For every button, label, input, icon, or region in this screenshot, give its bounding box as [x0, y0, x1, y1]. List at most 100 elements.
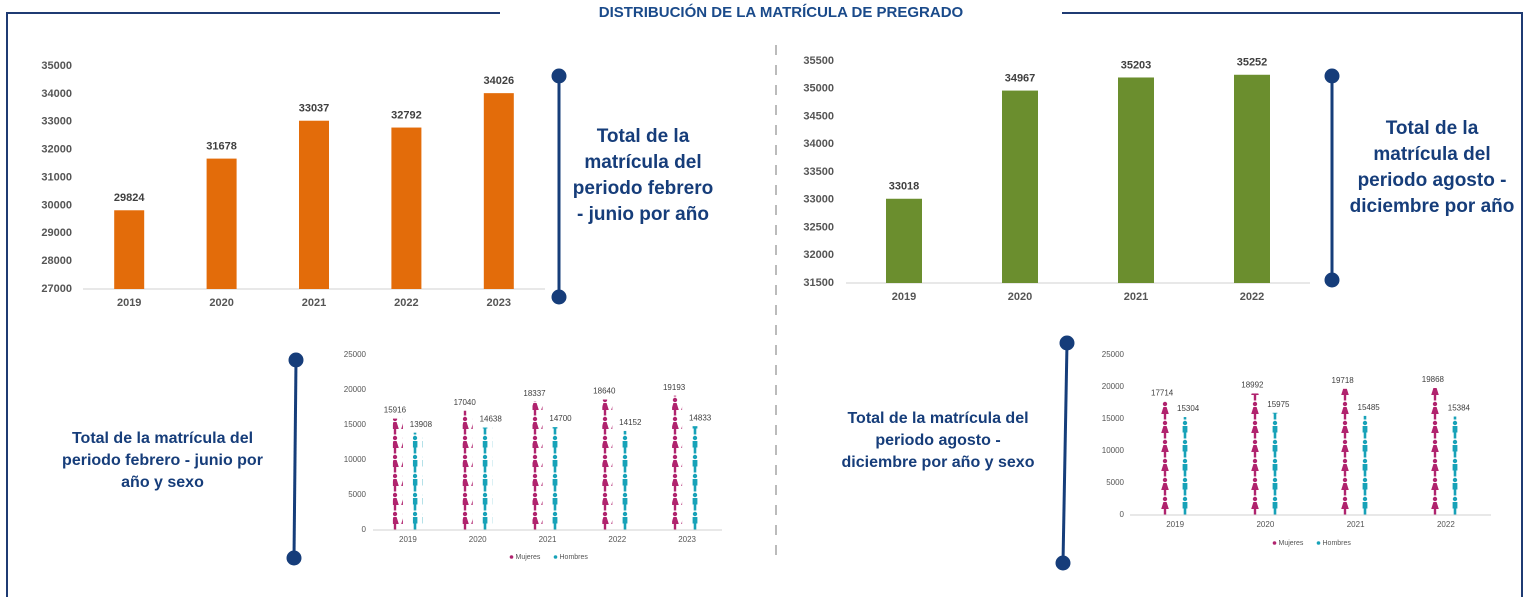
pictogram-bar: [1340, 388, 1351, 515]
y-tick-label: 15000: [1102, 414, 1125, 423]
data-label: 33018: [889, 181, 920, 193]
x-tick-label: 2020: [1256, 520, 1274, 529]
caption: Total de la matrícula del periodo agosto…: [841, 410, 1035, 471]
bar: [483, 93, 514, 289]
y-tick-label: 32000: [41, 144, 72, 156]
legend-label: Mujeres: [1279, 540, 1304, 547]
data-label: 14152: [619, 418, 642, 427]
x-tick-label: 2022: [394, 297, 418, 309]
y-tick-label: 25000: [1102, 350, 1125, 359]
legend-label: Hombres: [1323, 540, 1352, 547]
x-tick-label: 2022: [1437, 520, 1455, 529]
pictogram-bar: [1160, 401, 1171, 515]
y-tick-label: 27000: [41, 283, 72, 295]
data-label: 18640: [593, 387, 616, 396]
y-tick-label: 10000: [344, 455, 367, 464]
data-label: 15384: [1448, 404, 1471, 413]
pictogram-bar: [1450, 416, 1461, 515]
data-label: 14833: [689, 413, 712, 422]
y-tick-label: 25000: [344, 350, 367, 359]
x-tick-label: 2021: [302, 297, 326, 309]
pictogram-bar: [1360, 415, 1371, 515]
data-label: 34967: [1005, 72, 1036, 84]
pictogram-bar: [462, 410, 473, 530]
y-tick-label: 28000: [41, 255, 72, 267]
bar: [299, 120, 329, 289]
bar: [1002, 90, 1038, 283]
pictogram-bar: [482, 427, 493, 530]
x-tick-label: 2022: [608, 535, 626, 544]
data-label: 14638: [480, 415, 503, 424]
caption: Total de la matrícula del periodo febrer…: [62, 430, 263, 491]
legend-marker: [509, 555, 514, 559]
y-tick-label: 0: [362, 525, 367, 534]
data-label: 33037: [299, 103, 330, 115]
bar: [114, 210, 145, 289]
x-tick-label: 2019: [1166, 520, 1184, 529]
y-tick-label: 35000: [41, 60, 72, 72]
bar: [391, 127, 422, 289]
y-tick-label: 34000: [803, 138, 834, 150]
x-tick-label: 2021: [539, 535, 557, 544]
x-tick-label: 2023: [487, 297, 511, 309]
bar: [1118, 77, 1154, 284]
x-tick-label: 2020: [469, 535, 487, 544]
data-label: 15304: [1177, 404, 1200, 413]
data-label: 17714: [1151, 389, 1174, 398]
data-label: 15916: [384, 406, 407, 415]
y-tick-label: 32500: [803, 221, 834, 233]
pictogram-bar: [532, 401, 543, 530]
y-tick-label: 33000: [803, 194, 834, 206]
data-label: 19718: [1332, 376, 1355, 385]
y-tick-label: 20000: [1102, 382, 1125, 391]
pictogram-bar: [622, 430, 633, 530]
x-tick-label: 2020: [1008, 291, 1032, 303]
pictogram-bar: [412, 432, 423, 530]
bar: [1234, 74, 1270, 283]
legend-label: Mujeres: [516, 554, 541, 561]
pictogram-bar: [1180, 417, 1191, 515]
x-tick-label: 2023: [678, 535, 696, 544]
pictogram-bar: [392, 418, 403, 530]
y-tick-label: 32000: [803, 249, 834, 261]
y-tick-label: 34000: [41, 88, 72, 100]
y-tick-label: 35000: [803, 83, 834, 95]
y-tick-label: 15000: [344, 420, 367, 429]
data-label: 13908: [410, 420, 433, 429]
x-tick-label: 2019: [892, 291, 916, 303]
data-label: 15975: [1267, 400, 1290, 409]
legend-label: Hombres: [560, 554, 589, 561]
bar: [206, 158, 237, 289]
x-tick-label: 2021: [1124, 291, 1148, 303]
y-tick-label: 30000: [41, 199, 72, 211]
data-label: 32792: [391, 109, 422, 121]
pictogram-bar: [552, 427, 563, 530]
data-label: 19193: [663, 383, 686, 392]
y-tick-label: 0: [1120, 510, 1125, 519]
pictogram-bar: [672, 395, 683, 530]
y-tick-label: 31000: [41, 171, 72, 183]
data-label: 17040: [454, 398, 477, 407]
data-label: 31678: [206, 141, 237, 153]
frame: [6, 12, 1523, 597]
data-label: 15485: [1358, 403, 1381, 412]
pictogram-bar: [692, 426, 703, 530]
y-tick-label: 5000: [348, 490, 366, 499]
deco: [286, 68, 1340, 571]
data-label: 14700: [549, 414, 572, 423]
caption: Total de la matrícula del periodo febrer…: [572, 126, 714, 225]
data-label: 35203: [1121, 59, 1152, 71]
x-tick-label: 2021: [1347, 520, 1365, 529]
data-label: 19868: [1422, 375, 1445, 384]
y-tick-label: 34500: [803, 110, 834, 122]
x-tick-label: 2020: [209, 297, 233, 309]
y-tick-label: 33500: [803, 166, 834, 178]
pictogram-bar: [1430, 387, 1441, 515]
caption: Total de la matrícula del periodo agosto…: [1349, 118, 1515, 217]
x-tick-label: 2019: [399, 535, 417, 544]
bar: [886, 198, 922, 283]
pictogram-bar: [1250, 393, 1261, 515]
pictogram-bar: [602, 399, 613, 530]
